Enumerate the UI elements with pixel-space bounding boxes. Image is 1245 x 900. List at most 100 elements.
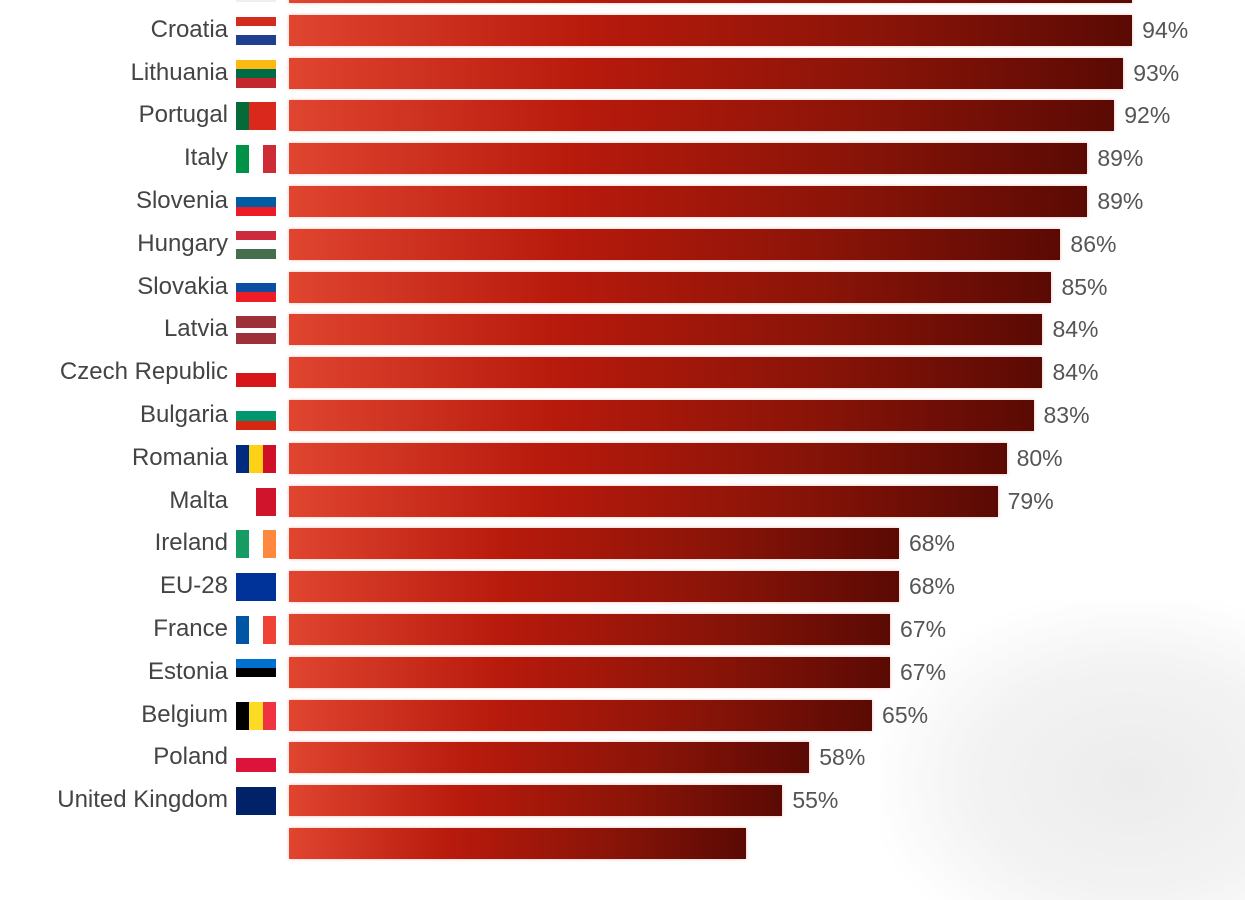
category-label: Slovenia: [135, 187, 228, 214]
category-label: Hungary: [137, 229, 228, 257]
bar: [289, 14, 1133, 46]
flag-icon: [236, 0, 276, 2]
bar-row: Latvia 84%: [0, 308, 1245, 351]
flag-icon: [236, 616, 276, 644]
flag-icon: [236, 402, 276, 430]
bar: [289, 314, 1043, 346]
bar: [289, 485, 998, 517]
bar: [289, 699, 873, 731]
value-label: 68%: [908, 530, 955, 557]
bar: [289, 400, 1034, 431]
category-label: Malta: [169, 486, 228, 514]
value-label: 84%: [1052, 316, 1099, 343]
bar: [289, 0, 1133, 3]
flag-icon: [236, 145, 276, 174]
category-label: Bulgaria: [139, 401, 228, 428]
flag-icon: [236, 273, 276, 302]
bar: [289, 57, 1124, 89]
category-label: Romania: [131, 443, 228, 471]
value-label: 85%: [1061, 273, 1108, 300]
flag-icon: [236, 487, 276, 516]
bar-row: Czech Republic 84%: [0, 351, 1245, 394]
bar-row: Portugal 92%: [0, 94, 1245, 137]
bar-row: Romania 80%: [0, 437, 1245, 480]
bar-row: Hungary 86%: [0, 223, 1245, 266]
value-label: 89%: [1097, 145, 1144, 172]
bar-row: France 67%: [0, 608, 1245, 651]
bar: [289, 271, 1052, 303]
value-label: 79%: [1007, 487, 1054, 514]
category-label: Italy: [183, 144, 228, 172]
bar-row: [0, 822, 1245, 865]
flag-icon: [236, 316, 276, 345]
category-label: Latvia: [163, 315, 228, 343]
flag-icon: [236, 230, 276, 259]
bar-row: Malta 79%: [0, 480, 1245, 523]
flag-icon: [236, 16, 276, 45]
bar: [289, 357, 1043, 389]
flag-icon: [236, 102, 276, 131]
bar-row: EU-28 68%: [0, 565, 1245, 608]
bar-row: Italy 89%: [0, 137, 1245, 180]
bar-row: [0, 0, 1245, 9]
bar: [289, 442, 1007, 474]
bar: [289, 785, 783, 817]
value-label: 83%: [1043, 402, 1090, 428]
flag-icon: [236, 744, 276, 773]
flag-icon: [236, 658, 276, 687]
value-label: 58%: [819, 744, 866, 771]
flag-icon: [236, 701, 276, 730]
value-label: 55%: [792, 787, 839, 814]
value-label: 92%: [1124, 102, 1171, 129]
value-label: 86%: [1070, 230, 1117, 257]
bar-row: Slovakia 85%: [0, 266, 1245, 309]
category-label: United Kingdom: [57, 786, 228, 814]
bar-row: Poland 58%: [0, 736, 1245, 779]
bar: [289, 614, 890, 645]
value-label: 68%: [908, 573, 955, 600]
bar: [289, 186, 1088, 217]
value-label: 67%: [899, 616, 947, 642]
value-label: 94%: [1142, 16, 1189, 43]
bar: [289, 828, 747, 859]
category-label: Czech Republic: [59, 358, 228, 386]
flag-icon: [236, 444, 276, 473]
category-label: Poland: [153, 743, 228, 771]
bar: [289, 656, 890, 688]
flag-icon: [236, 530, 276, 559]
flag-icon: [236, 188, 276, 216]
category-label: France: [153, 615, 228, 642]
category-label: EU-28: [159, 572, 228, 600]
category-label: Portugal: [138, 101, 228, 129]
bar: [289, 143, 1088, 175]
value-label: 93%: [1133, 59, 1180, 86]
bar-row: Croatia 94%: [0, 9, 1245, 52]
value-label: 89%: [1097, 188, 1144, 214]
category-label: Slovakia: [137, 272, 228, 300]
value-label: 65%: [882, 701, 929, 728]
bar-row: United Kingdom 55%: [0, 779, 1245, 822]
category-label: Croatia: [150, 15, 228, 43]
category-label: Lithuania: [130, 58, 228, 86]
bar: [289, 528, 899, 560]
bar-chart: Croatia 94% Lithuania 93% Portugal 92% Italy 89…: [0, 0, 1245, 859]
flag-icon: [236, 359, 276, 388]
bar-row: Ireland 68%: [0, 522, 1245, 565]
value-label: 67%: [899, 658, 947, 685]
flag-icon: [236, 573, 276, 602]
category-label: Belgium: [141, 700, 228, 728]
value-label: 80%: [1016, 444, 1063, 471]
category-label: Estonia: [147, 657, 228, 685]
bar: [289, 571, 899, 603]
category-label: Ireland: [154, 529, 228, 557]
bar: [289, 742, 810, 774]
bar-row: Slovenia 89%: [0, 180, 1245, 223]
flag-icon: [236, 830, 276, 858]
flag-icon: [236, 787, 276, 816]
bar: [289, 100, 1115, 132]
value-label: 84%: [1052, 359, 1099, 386]
bar-row: Belgium 65%: [0, 694, 1245, 737]
bar-row: Lithuania 93%: [0, 52, 1245, 95]
bar-row: Bulgaria 83%: [0, 394, 1245, 437]
bar: [289, 228, 1061, 260]
